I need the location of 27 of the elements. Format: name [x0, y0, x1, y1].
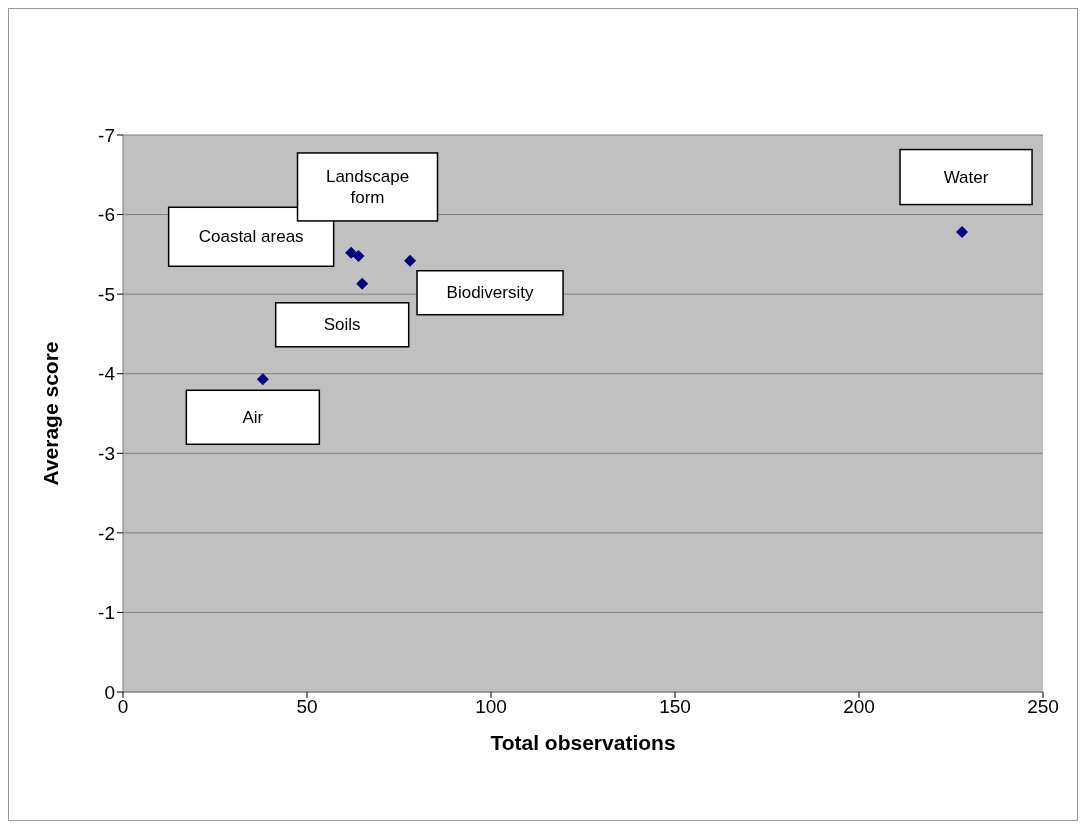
x-tick-label: 200	[843, 696, 875, 718]
x-axis-title: Total observations	[490, 731, 676, 754]
x-tick-label: 250	[1027, 696, 1059, 718]
callout-box: Biodiversity	[416, 269, 564, 316]
callout-box: Soils	[274, 302, 410, 348]
y-axis-title: Average score	[39, 341, 63, 486]
callout-box: Coastal areas	[167, 206, 335, 267]
point	[956, 226, 969, 239]
x-tick-label: 150	[659, 696, 691, 718]
y-tick-label: -7	[98, 124, 115, 146]
callout-box: Landscape form	[296, 152, 439, 222]
y-tick-label: -2	[98, 522, 115, 544]
x-tick-label: 50	[296, 696, 318, 718]
y-tick-label: -3	[98, 443, 115, 465]
point	[256, 373, 269, 386]
point	[345, 246, 358, 259]
callout-box: Water	[899, 148, 1033, 206]
y-tick-label: -1	[98, 602, 115, 624]
y-tick-label: -6	[98, 204, 115, 226]
point	[356, 277, 369, 290]
y-tick-label: 0	[104, 681, 115, 703]
point	[404, 254, 417, 267]
x-tick-label: 100	[475, 696, 507, 718]
callout-box: Air	[185, 389, 321, 446]
y-tick-label: -4	[98, 363, 116, 385]
point	[352, 249, 365, 262]
y-tick-label: -5	[98, 283, 115, 305]
